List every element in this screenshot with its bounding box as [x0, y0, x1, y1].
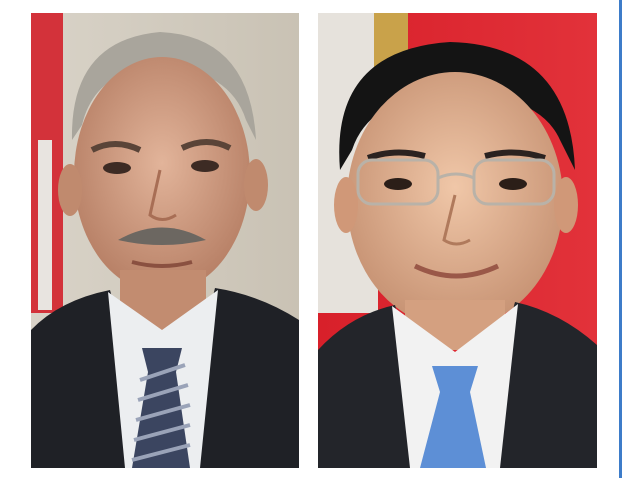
left-portrait	[31, 13, 299, 468]
border-line	[619, 0, 622, 478]
right-portrait	[318, 13, 597, 468]
